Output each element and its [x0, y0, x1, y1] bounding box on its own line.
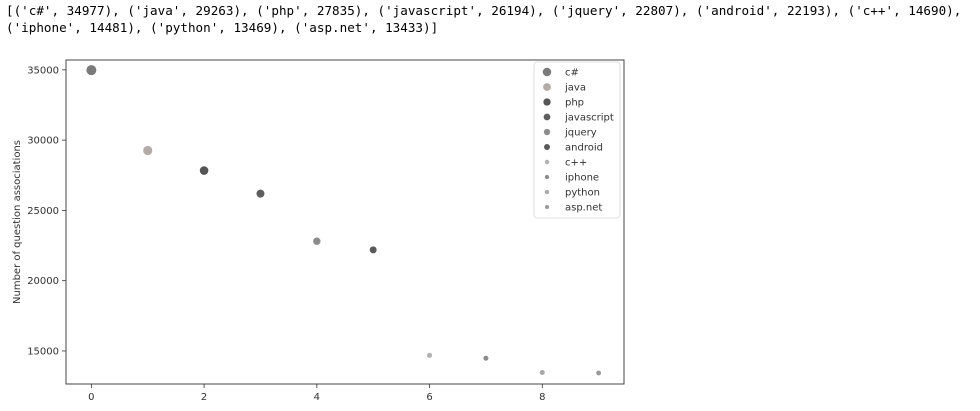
legend-label: iphone — [565, 173, 599, 184]
legend-marker — [544, 159, 550, 165]
legend-marker — [543, 98, 551, 106]
x-tick-label: 0 — [88, 392, 94, 403]
data-point-javascript — [256, 189, 265, 198]
data-point-asp-net — [596, 370, 602, 376]
legend-marker — [543, 128, 551, 136]
legend-label: c++ — [565, 158, 587, 169]
legend-marker — [544, 174, 550, 180]
legend-marker — [544, 189, 550, 195]
legend-marker — [544, 204, 550, 210]
legend-label: php — [565, 98, 584, 109]
data-point-jquery — [313, 237, 321, 245]
legend-marker — [544, 144, 550, 150]
legend-marker — [543, 83, 551, 91]
legend-label: java — [564, 83, 586, 94]
legend-label: android — [565, 143, 603, 154]
x-tick-label: 8 — [539, 392, 545, 403]
legend-marker — [542, 67, 552, 77]
y-tick-label: 15000 — [27, 346, 59, 357]
y-tick-label: 25000 — [27, 206, 59, 217]
data-point-python — [539, 369, 545, 375]
legend-label: javascript — [564, 113, 614, 124]
legend-box — [533, 61, 621, 219]
y-tick-label: 30000 — [27, 136, 59, 147]
x-tick-label: 4 — [314, 392, 320, 403]
data-point-c- — [426, 352, 433, 358]
data-point-android — [369, 246, 377, 254]
plot-area — [65, 59, 625, 385]
y-tick-label: 35000 — [27, 65, 59, 76]
data-point-java — [143, 145, 153, 156]
y-tick-label: 20000 — [27, 276, 59, 287]
legend-label: asp.net — [565, 203, 602, 214]
data-point-iphone — [483, 355, 489, 361]
legend-label: c# — [565, 68, 579, 79]
cell-output-text: [('c#', 34977), ('java', 29263), ('php',… — [6, 3, 969, 35]
data-point-php — [199, 166, 209, 175]
legend-label: jquery — [564, 128, 597, 139]
x-tick-label: 6 — [426, 392, 432, 403]
legend-marker — [543, 113, 551, 121]
legend-label: python — [565, 188, 600, 199]
y-axis-label: Number of question associations — [12, 140, 23, 304]
data-point-c- — [86, 65, 97, 76]
x-tick-label: 2 — [201, 392, 207, 403]
